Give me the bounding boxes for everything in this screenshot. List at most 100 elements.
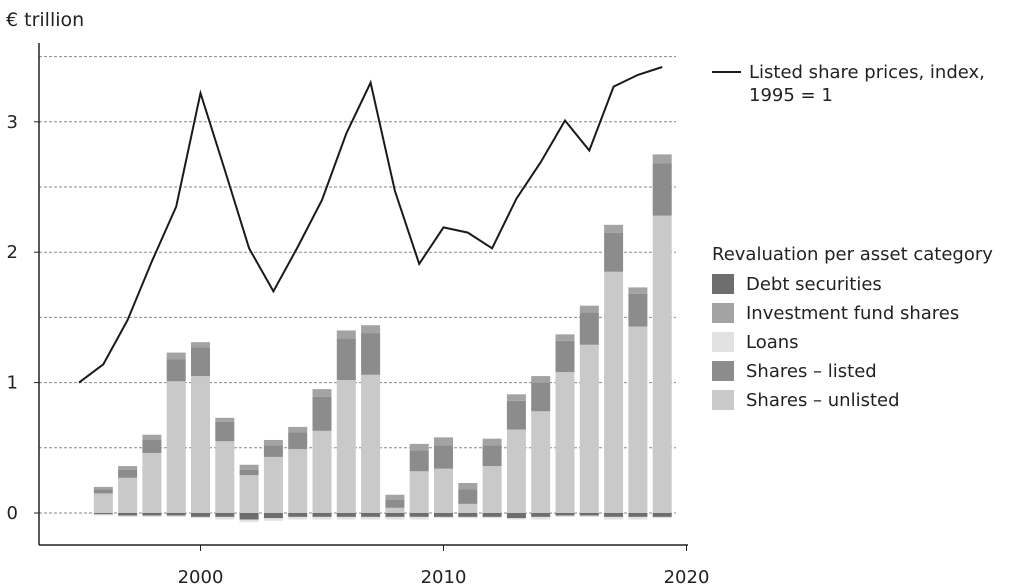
bar-shares-listed-2010 (434, 445, 453, 469)
bar-shares-unlisted-2011 (458, 503, 478, 513)
bar-loans-2006 (336, 516, 356, 520)
bar-loans-2013 (506, 518, 526, 520)
bar-loans-2003 (263, 518, 283, 521)
bar-shares-unlisted-2001 (215, 441, 235, 513)
bar-investment-fund-shares-2016 (579, 305, 599, 313)
bar-shares-unlisted-2013 (506, 429, 526, 513)
bar-shares-listed-2003 (263, 445, 283, 457)
y-tick-label: 0 (7, 503, 18, 524)
bar-debt-securities-2014 (531, 513, 551, 517)
bar-investment-fund-shares-2006 (336, 330, 356, 339)
bar-debt-securities-1999 (166, 513, 186, 516)
bar-debt-securities-2004 (288, 513, 308, 517)
bar-loans-2014 (531, 516, 551, 520)
bar-shares-unlisted-2002 (239, 475, 259, 513)
x-tick-label: 2010 (421, 567, 467, 587)
legend-swatch (712, 303, 734, 323)
bar-shares-unlisted-1999 (166, 381, 186, 513)
bar-loans-1999 (166, 515, 186, 517)
bar-investment-fund-shares-1999 (166, 352, 186, 360)
bar-shares-listed-1998 (142, 439, 162, 454)
bar-investment-fund-shares-2008 (385, 494, 405, 500)
bar-debt-securities-2012 (482, 513, 502, 517)
bar-investment-fund-shares-2001 (215, 417, 235, 422)
bar-debt-securities-2015 (555, 513, 575, 516)
bar-investment-fund-shares-2012 (482, 438, 502, 446)
bar-loans-2007 (361, 516, 381, 520)
bar-loans-2017 (604, 516, 624, 520)
legend-label: Debt securities (746, 274, 882, 295)
bar-debt-securities-2017 (604, 513, 624, 517)
bar-debt-securities-2000 (191, 513, 210, 517)
x-tick-label: 2020 (664, 567, 710, 587)
bar-loans-2000 (191, 516, 210, 519)
legend-swatch (712, 274, 734, 294)
bar-shares-unlisted-2010 (434, 468, 453, 513)
bar-shares-unlisted-2016 (579, 344, 599, 513)
bar-shares-listed-1999 (166, 359, 186, 382)
bar-debt-securities-2018 (628, 513, 648, 517)
bar-shares-unlisted-2007 (361, 374, 381, 513)
legend-line-label: 1995 = 1 (749, 85, 833, 106)
bar-investment-fund-shares-2011 (458, 483, 478, 490)
y-axis-label: € trillion (6, 9, 84, 31)
bar-shares-listed-2014 (531, 382, 551, 412)
bar-investment-fund-shares-2019 (652, 154, 672, 164)
bar-shares-unlisted-1998 (142, 453, 162, 513)
y-tick-label: 2 (7, 242, 18, 263)
bar-shares-unlisted-2019 (652, 215, 672, 514)
bar-loans-2009 (409, 516, 429, 520)
bar-shares-listed-2018 (628, 293, 648, 327)
bar-debt-securities-2019 (652, 513, 672, 517)
bar-debt-securities-2002 (239, 513, 259, 520)
bar-shares-listed-2006 (336, 338, 356, 380)
bar-investment-fund-shares-2014 (531, 376, 551, 383)
bar-loans-2015 (555, 515, 575, 517)
bar-investment-fund-shares-1997 (118, 466, 138, 470)
bar-loans-2018 (628, 516, 648, 520)
bar-shares-listed-2015 (555, 340, 575, 373)
bar-investment-fund-shares-2018 (628, 287, 648, 294)
bar-investment-fund-shares-2007 (361, 325, 381, 334)
bar-debt-securities-2016 (579, 513, 599, 516)
bar-investment-fund-shares-2002 (239, 464, 259, 470)
bar-shares-listed-2013 (506, 400, 526, 430)
bar-loans-2019 (652, 516, 672, 519)
bar-shares-unlisted-2004 (288, 449, 308, 513)
bar-shares-listed-2005 (312, 396, 332, 431)
bar-debt-securities-2005 (312, 513, 332, 517)
bar-shares-listed-2017 (604, 232, 624, 272)
bar-loans-1996 (93, 514, 113, 516)
bar-debt-securities-1998 (142, 513, 162, 516)
bar-investment-fund-shares-2005 (312, 389, 332, 397)
bar-loans-2008 (385, 516, 405, 520)
bar-debt-securities-2003 (263, 513, 283, 519)
share-price-line-group (78, 66, 663, 384)
legend-swatch (712, 390, 734, 410)
bar-shares-listed-1997 (118, 469, 138, 478)
bar-debt-securities-2008 (385, 513, 405, 517)
bar-shares-unlisted-2003 (263, 456, 283, 513)
bar-shares-listed-2009 (409, 450, 429, 472)
bar-shares-unlisted-2006 (336, 379, 356, 513)
bar-shares-unlisted-2000 (191, 376, 210, 513)
legend-swatch (712, 361, 734, 381)
bar-loans-1997 (118, 515, 138, 517)
bar-investment-fund-shares-2010 (434, 437, 453, 446)
bar-loans-2002 (239, 519, 259, 523)
bar-debt-securities-2007 (361, 513, 381, 517)
y-tick-label: 1 (7, 373, 18, 394)
bar-loans-2001 (215, 516, 235, 520)
bar-shares-unlisted-2005 (312, 430, 332, 513)
bar-investment-fund-shares-2000 (191, 342, 210, 348)
bar-debt-securities-2013 (506, 513, 526, 519)
y-tick-label: 3 (7, 112, 18, 133)
bar-investment-fund-shares-2003 (263, 439, 283, 446)
x-tick-label: 2000 (178, 567, 224, 587)
legend-title: Revaluation per asset category (712, 244, 993, 265)
share-price-line (78, 66, 663, 384)
bar-shares-unlisted-2017 (604, 271, 624, 513)
bar-debt-securities-2001 (215, 513, 235, 517)
bar-shares-listed-2008 (385, 499, 405, 508)
